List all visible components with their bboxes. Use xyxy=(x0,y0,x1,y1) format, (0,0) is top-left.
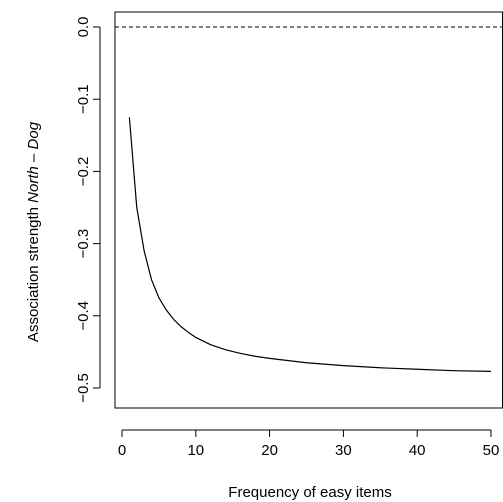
y-tick-label: −0.4 xyxy=(75,301,92,331)
series-line-0 xyxy=(128,117,492,372)
plot-frame xyxy=(114,11,503,409)
plot-area xyxy=(114,11,503,409)
x-tick-label: 50 xyxy=(483,442,500,459)
y-tick-label: −0.5 xyxy=(75,373,92,403)
x-tick-label: 20 xyxy=(261,442,278,459)
y-axis: −0.5 −0.4 −0.3 −0.2 −0.1 0.0 xyxy=(75,17,101,403)
x-axis: 0 10 20 30 40 50 xyxy=(118,429,500,459)
x-axis-label: Frequency of easy items xyxy=(228,484,391,501)
y-tick-label: 0.0 xyxy=(75,17,92,38)
x-tick-label: 0 xyxy=(118,442,126,459)
y-axis-label: Association strength North – Dog xyxy=(25,121,42,342)
y-tick-label: −0.3 xyxy=(75,229,92,259)
y-axis-label-main: Association strength xyxy=(25,203,42,342)
x-tick-label: 30 xyxy=(335,442,352,459)
x-tick-label: 10 xyxy=(187,442,204,459)
x-tick-label: 40 xyxy=(409,442,426,459)
y-tick-label: −0.2 xyxy=(75,157,92,187)
y-axis-label-emphasis: North – Dog xyxy=(25,121,42,203)
y-tick-label: −0.1 xyxy=(75,84,92,114)
